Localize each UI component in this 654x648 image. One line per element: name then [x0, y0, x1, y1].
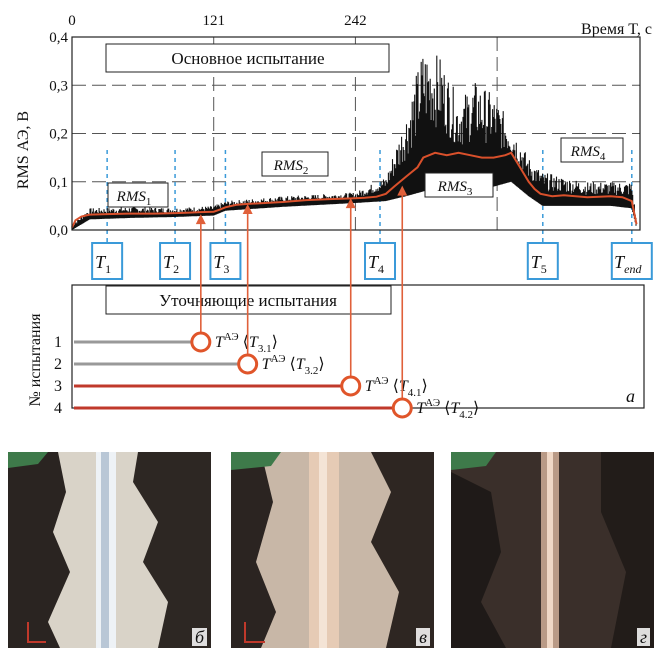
chart-title: Основное испытание	[171, 49, 324, 68]
x-tick-label: 121	[202, 13, 225, 29]
test-arrow-head	[195, 214, 206, 225]
test-arrow-head	[345, 198, 356, 209]
test-marker-circle	[237, 353, 259, 375]
stage-label-box	[560, 137, 624, 163]
stage-label-box	[424, 172, 494, 198]
y-tick-label: 0,4	[49, 30, 68, 46]
x-tick-label: 242	[344, 13, 367, 29]
test-arrow-head	[242, 203, 253, 214]
rms-mean-series	[71, 151, 638, 229]
x-axis-label: Время T, с	[581, 21, 652, 38]
y-tick-label: 0,3	[49, 78, 68, 94]
photo-g-label: г	[636, 628, 650, 646]
photo-g: г	[451, 452, 654, 648]
test-marker-circle	[340, 375, 362, 397]
subplot-title-box	[105, 285, 392, 315]
photo-v-label: в	[416, 628, 430, 646]
test-label: TАЭ ⟨T4.1⟩	[365, 375, 428, 399]
panel-letter-a: а	[626, 386, 635, 406]
stage-label-box	[261, 151, 329, 177]
subplot-y-label: № испытания	[27, 313, 44, 407]
marker-box	[159, 242, 192, 280]
stage-label: RMS1	[116, 189, 152, 208]
time-markers: T1 T2 T3 T4 T5 Tend	[91, 150, 653, 280]
plot-frame	[71, 36, 641, 231]
photo-v: в	[231, 452, 434, 648]
y-axis-label: RMS АЭ, В	[15, 111, 32, 189]
test-label: TАЭ ⟨T4.2⟩	[416, 397, 479, 421]
test-marker-circle	[391, 397, 413, 419]
tests-layer: 1 TАЭ ⟨T3.1⟩ 2 TАЭ ⟨T3.2⟩ 3 TАЭ ⟨T4.1⟩ 4 TАЭ ⟨T…	[54, 185, 479, 421]
marker-box	[91, 242, 124, 280]
axes: 0,0 0,1 0,2 0,3 0,40 121 242	[49, 13, 641, 239]
photo-b: б	[8, 452, 211, 648]
y-tick-label: 0,2	[49, 127, 68, 143]
photo-b-label: б	[191, 628, 207, 646]
marker-box	[209, 242, 242, 280]
x-tick-label: 0	[68, 13, 76, 29]
title-box	[105, 43, 390, 73]
test-number: 3	[54, 378, 62, 395]
y-tick-label: 0,0	[49, 223, 68, 239]
test-number: 1	[54, 334, 62, 351]
arrows-layer: RMS1 RMS2 RMS3 RMS4	[107, 137, 624, 208]
photo-g-image	[451, 452, 654, 648]
stage-label: RMS3	[437, 179, 473, 198]
stage-label-box	[107, 182, 169, 208]
photo-b-image	[8, 452, 211, 648]
stage-label: RMS4	[570, 144, 606, 163]
test-arrow-head	[397, 185, 408, 196]
marker-box	[364, 242, 397, 280]
stage-label: RMS2	[273, 158, 309, 177]
marker-box	[610, 242, 653, 280]
test-number: 4	[54, 400, 62, 417]
test-label: TАЭ ⟨T3.1⟩	[215, 331, 278, 355]
photo-v-image	[231, 452, 434, 648]
y-tick-label: 0,1	[49, 175, 68, 191]
test-number: 2	[54, 356, 62, 373]
test-marker-circle	[190, 331, 212, 353]
test-label: TАЭ ⟨T3.2⟩	[262, 353, 325, 377]
marker-box	[526, 242, 559, 280]
